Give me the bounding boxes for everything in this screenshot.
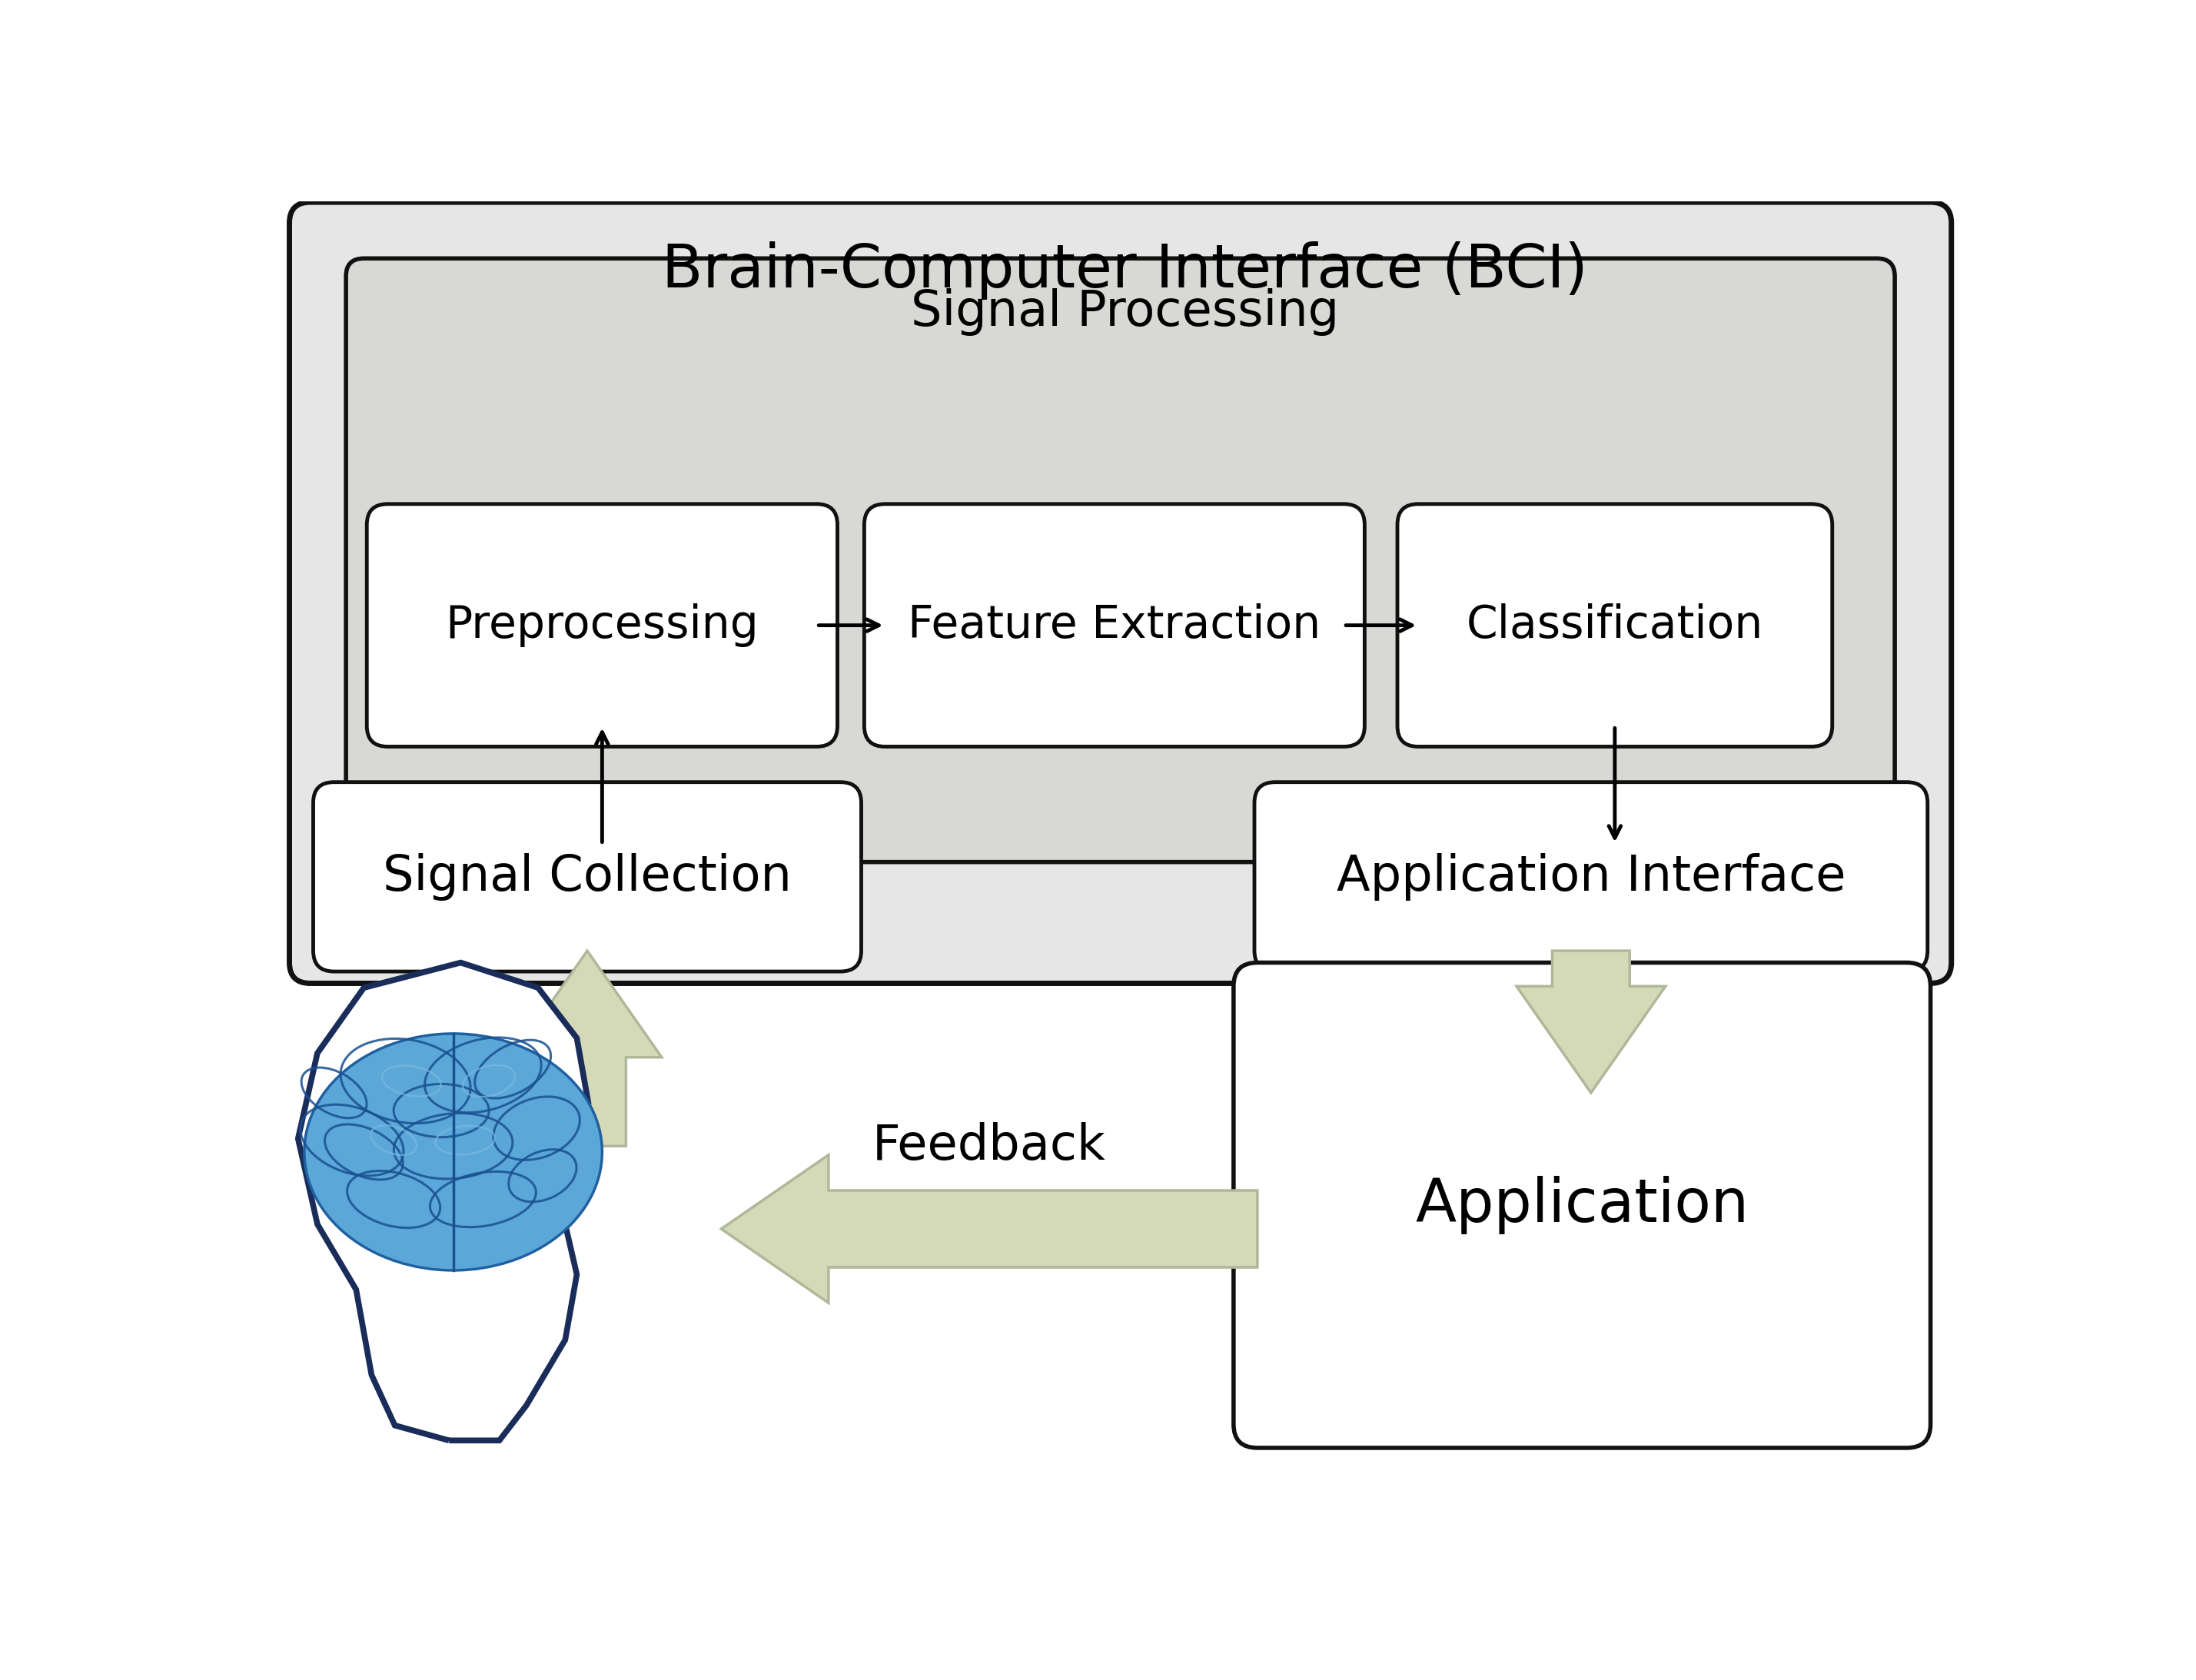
FancyBboxPatch shape — [347, 259, 1895, 862]
PathPatch shape — [299, 963, 589, 1440]
Polygon shape — [514, 951, 661, 1146]
Text: Feedback: Feedback — [872, 1122, 1107, 1169]
FancyBboxPatch shape — [865, 504, 1364, 746]
Polygon shape — [720, 1154, 1258, 1304]
Text: Signal Processing: Signal Processing — [911, 287, 1340, 336]
Text: Preprocessing: Preprocessing — [446, 603, 760, 647]
Text: Application Interface: Application Interface — [1337, 853, 1845, 900]
FancyBboxPatch shape — [314, 783, 861, 971]
Ellipse shape — [305, 1033, 602, 1270]
FancyBboxPatch shape — [1397, 504, 1831, 746]
FancyBboxPatch shape — [1254, 783, 1928, 971]
FancyBboxPatch shape — [367, 504, 837, 746]
Polygon shape — [1517, 951, 1665, 1092]
Text: Signal Collection: Signal Collection — [382, 853, 791, 900]
Text: Brain-Computer Interface (BCI): Brain-Computer Interface (BCI) — [663, 240, 1588, 299]
FancyBboxPatch shape — [1234, 963, 1930, 1448]
Text: Application: Application — [1414, 1176, 1748, 1235]
FancyBboxPatch shape — [290, 202, 1952, 983]
Text: Classification: Classification — [1467, 603, 1763, 647]
Text: Feature Extraction: Feature Extraction — [907, 603, 1322, 647]
